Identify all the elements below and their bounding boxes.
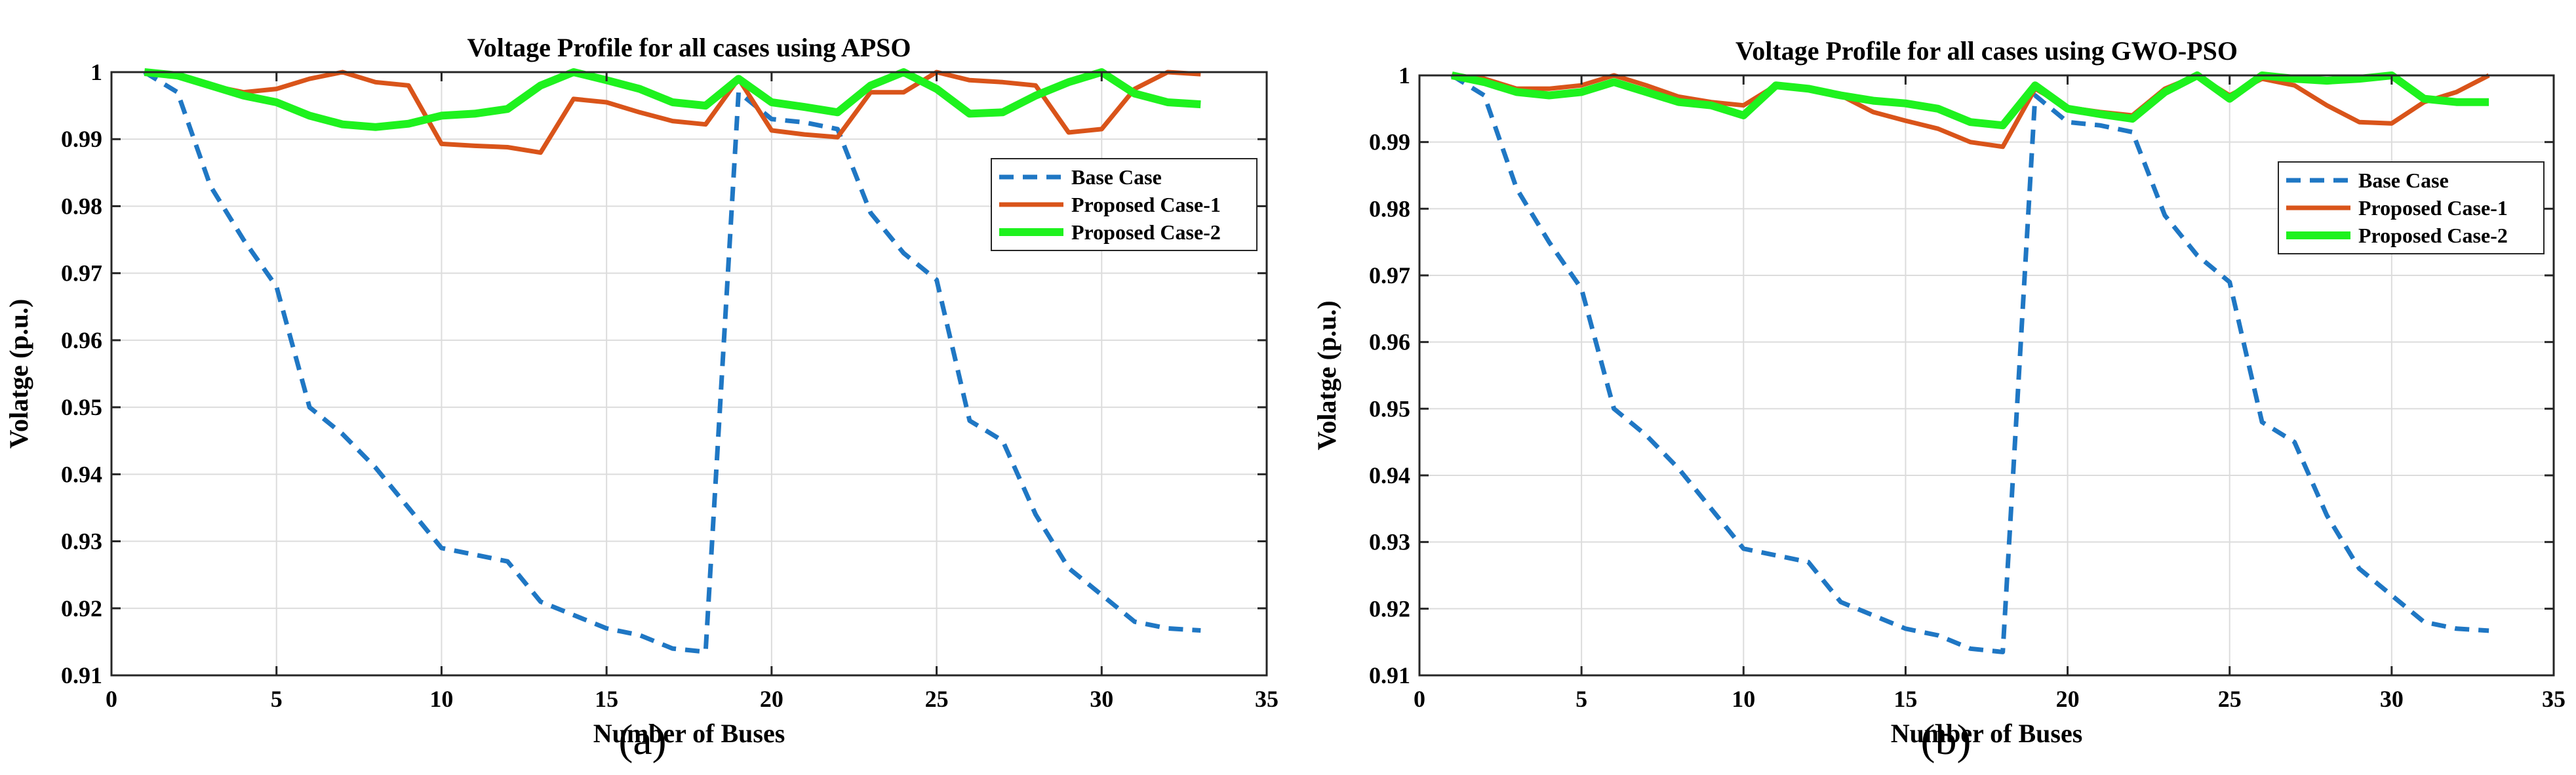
y-tick-label: 1 [1398, 62, 1410, 89]
x-tick-label: 35 [2542, 686, 2566, 712]
series-line-proposed-case-1 [144, 70, 1201, 155]
series-line-proposed-case-2 [144, 68, 1201, 131]
y-tick-label: 0.95 [61, 394, 102, 420]
series-group [1450, 71, 2490, 654]
x-tick-label: 15 [595, 686, 618, 712]
y-tick-label: 0.96 [1369, 329, 1410, 355]
series-line-base-case [1450, 73, 2489, 654]
y-tick-label: 0.98 [61, 193, 102, 219]
legend-label: Proposed Case-2 [2358, 224, 2508, 247]
axes-box [110, 71, 1268, 677]
x-tick-label: 25 [925, 686, 949, 712]
y-tick-label: 0.95 [1369, 395, 1410, 422]
x-tick-label: 35 [1255, 686, 1278, 712]
axes-box [1418, 74, 2555, 677]
chart-title: Voltage Profile for all cases using APSO [467, 33, 911, 62]
legend: Base Case Proposed Case-1 Proposed Case-2 [2278, 161, 2545, 254]
y-tick-label: 0.94 [61, 461, 102, 487]
series-line-proposed-case-2 [1451, 71, 2489, 130]
y-tick-label: 0.93 [61, 528, 102, 555]
x-tick-label: 0 [106, 686, 117, 712]
legend-label: Proposed Case-1 [1071, 193, 1221, 216]
y-axis-label: Volatge (p.u.) [1312, 300, 1341, 450]
y-axis-label: Volatge (p.u.) [4, 299, 33, 449]
y-tick-label: 0.91 [61, 662, 102, 688]
x-tick-label: 15 [1893, 686, 1917, 712]
x-tick-label: 25 [2218, 686, 2242, 712]
y-tick-label: 0.96 [61, 327, 102, 353]
x-tick-label: 30 [2380, 686, 2404, 712]
y-tick-label: 0.98 [1369, 195, 1410, 222]
y-tick-label: 1 [90, 59, 102, 85]
y-tick-label: 0.92 [61, 595, 102, 622]
y-tick-label: 0.97 [61, 260, 102, 287]
panel-label: (a) [618, 716, 666, 764]
y-tick-label: 0.99 [61, 126, 102, 152]
x-tick-label: 5 [1575, 686, 1587, 712]
y-tick-label: 0.92 [1369, 595, 1410, 622]
y-tick-label: 0.99 [1369, 129, 1410, 155]
panel-label: (b) [1921, 716, 1972, 764]
x-tick-label: 10 [429, 686, 453, 712]
legend-label: Base Case [1071, 165, 1162, 189]
legend-label: Base Case [2358, 169, 2449, 192]
chart-panel-b: 0 5 10 15 20 25 30 35 0.91 0.92 0.93 0.94 0.95 0.96 0.… [1312, 36, 2566, 764]
y-tick-label: 0.91 [1369, 662, 1410, 688]
y-tick-label: 0.97 [1369, 262, 1410, 288]
y-tick-label: 0.94 [1369, 462, 1410, 488]
legend-label: Proposed Case-2 [1071, 220, 1221, 244]
legend: Base Case Proposed Case-1 Proposed Case-2 [991, 158, 1258, 251]
x-tick-label: 10 [1732, 686, 1755, 712]
series-line-base-case [143, 70, 1201, 654]
chart-title: Voltage Profile for all cases using GWO-… [1735, 36, 2238, 66]
x-tick-label: 20 [760, 686, 783, 712]
series-line-proposed-case-1 [1452, 73, 2490, 149]
chart-panel-a: 0 5 10 15 20 25 30 35 0.91 0.92 0.93 0.94 0.95 0.96 0.… [4, 33, 1278, 764]
legend-label: Proposed Case-1 [2358, 196, 2508, 220]
x-tick-label: 5 [271, 686, 283, 712]
y-tick-label: 0.93 [1369, 529, 1410, 555]
x-tick-label: 20 [2056, 686, 2080, 712]
x-tick-label: 0 [1414, 686, 1425, 712]
series-group [143, 68, 1201, 654]
x-axis-label: Number of Buses [1891, 719, 2083, 748]
x-axis-label: Number of Buses [593, 719, 785, 748]
x-tick-label: 30 [1090, 686, 1113, 712]
